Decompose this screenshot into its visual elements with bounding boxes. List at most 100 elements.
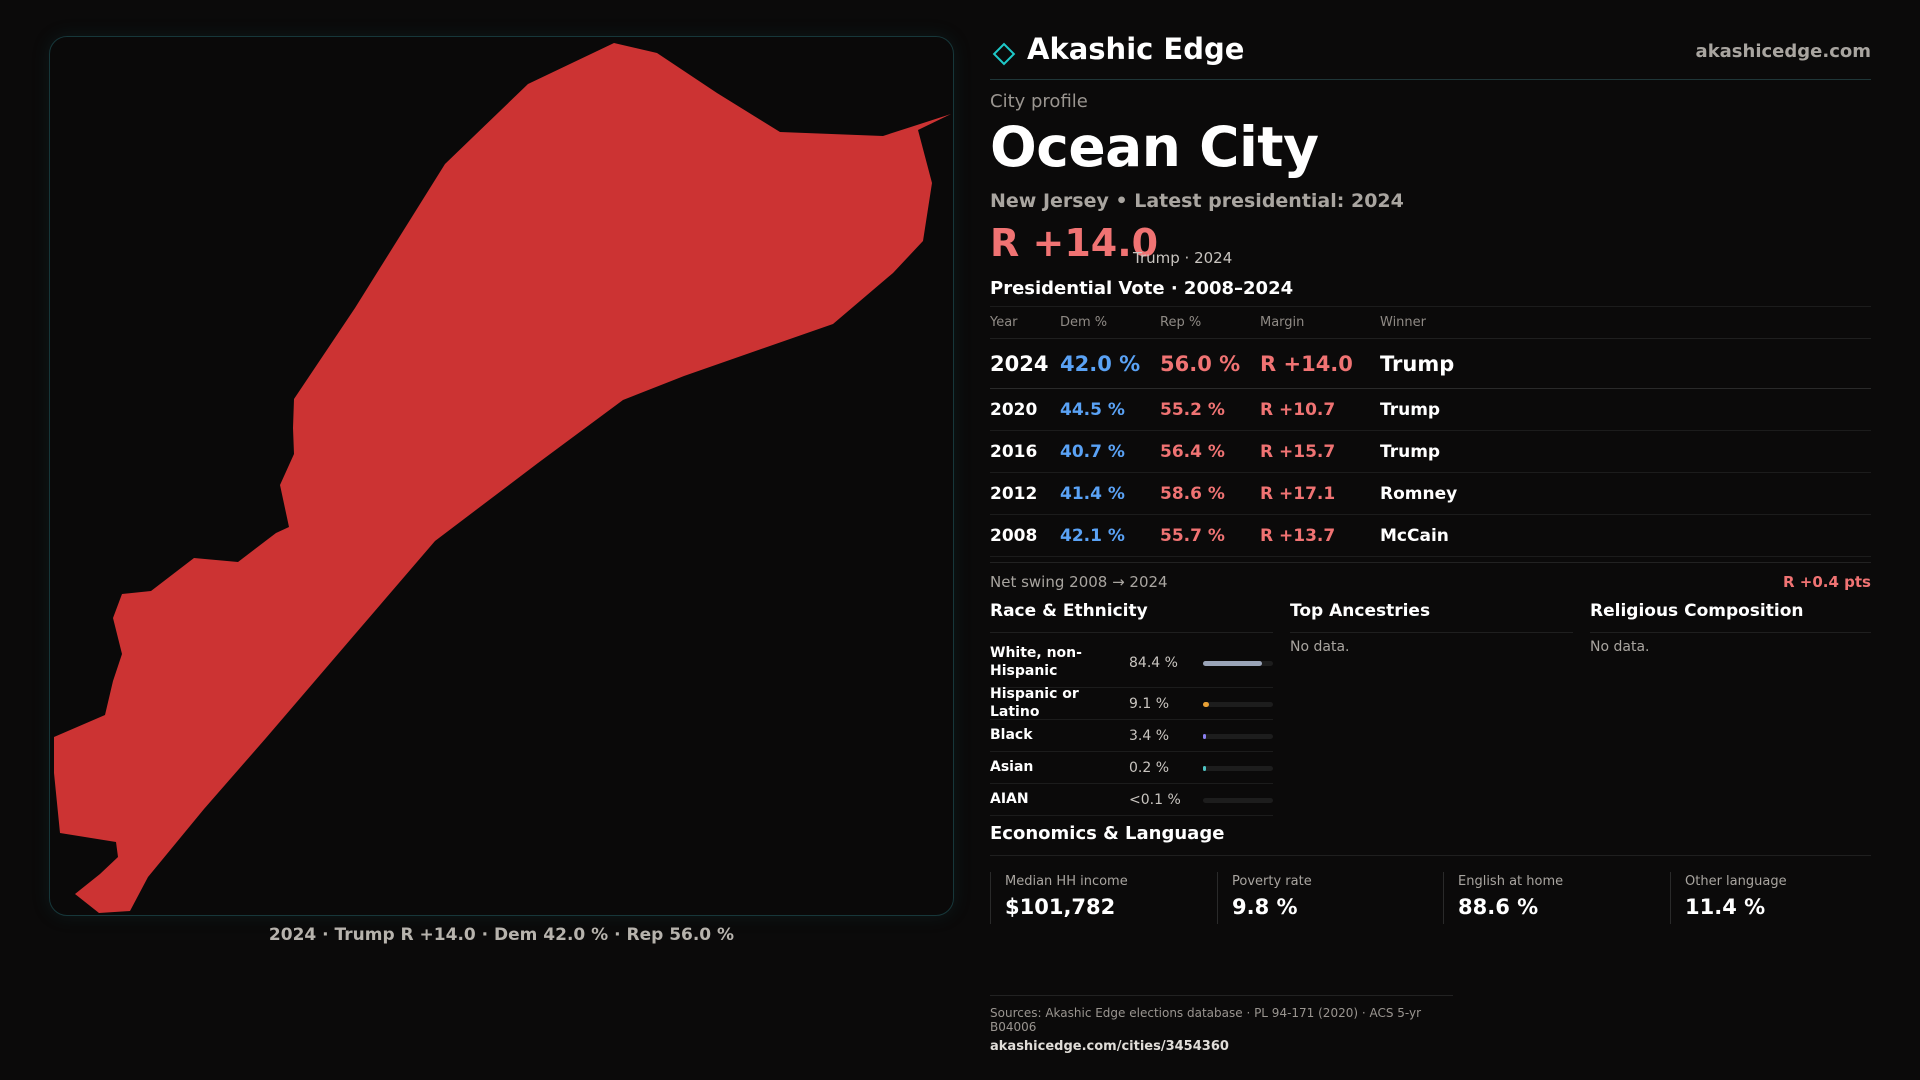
race-pct: 3.4 % xyxy=(1129,727,1170,744)
stat-median-income: Median HH income $101,782 xyxy=(990,872,1217,924)
source-url-link[interactable]: akashicedge.com/cities/3454360 xyxy=(990,1039,1229,1054)
col-header-year: Year xyxy=(990,315,1018,330)
row-winner: Trump xyxy=(1380,351,1455,376)
stat-other-language: Other language 11.4 % xyxy=(1670,872,1871,924)
diamond-logo-icon xyxy=(992,42,1016,66)
row-rep: 55.2 % xyxy=(1160,399,1225,420)
row-year: 2024 xyxy=(990,351,1049,376)
row-margin: R +10.7 xyxy=(1260,399,1336,420)
row-margin: R +15.7 xyxy=(1260,441,1336,462)
sources-text: Sources: Akashic Edge elections database… xyxy=(990,1006,1422,1034)
profile-panel: Akashic Edge akashicedge.com City profil… xyxy=(990,0,1871,1080)
race-label: Black xyxy=(990,726,1033,743)
row-dem: 42.1 % xyxy=(1060,525,1125,546)
table-row: 2016 40.7 % 56.4 % R +15.7 Trump xyxy=(990,431,1871,473)
headline-margin: R +14.0 xyxy=(990,221,1159,265)
table-row: 2020 44.5 % 55.2 % R +10.7 Trump xyxy=(990,389,1871,431)
ancestries-empty: No data. xyxy=(1290,639,1350,655)
race-label: White, non-Hispanic xyxy=(990,645,1082,679)
stat-value: 9.8 % xyxy=(1232,895,1298,919)
row-dem: 40.7 % xyxy=(1060,441,1125,462)
table-header-row: Year Dem % Rep % Margin Winner xyxy=(990,307,1871,339)
table-row: 2024 42.0 % 56.0 % R +14.0 Trump xyxy=(990,339,1871,389)
race-section-title: Race & Ethnicity xyxy=(990,601,1273,633)
race-bar-fill xyxy=(1203,660,1263,666)
page-eyebrow: City profile xyxy=(990,91,1088,112)
row-year: 2012 xyxy=(990,483,1038,504)
list-item: Hispanic or Latino 9.1 % xyxy=(990,686,1273,720)
row-winner: Trump xyxy=(1380,441,1441,462)
net-swing-label: Net swing 2008 → 2024 xyxy=(990,573,1168,591)
col-header-winner: Winner xyxy=(1380,315,1427,330)
net-swing-value: R +0.4 pts xyxy=(1783,573,1871,591)
page-subtitle: New Jersey • Latest presidential: 2024 xyxy=(990,190,1404,212)
row-rep: 56.4 % xyxy=(1160,441,1225,462)
stat-poverty-rate: Poverty rate 9.8 % xyxy=(1217,872,1444,924)
race-label: AIAN xyxy=(990,790,1029,807)
row-margin: R +17.1 xyxy=(1260,483,1336,504)
row-year: 2016 xyxy=(990,441,1038,462)
religion-empty: No data. xyxy=(1590,639,1650,655)
table-row: 2008 42.1 % 55.7 % R +13.7 McCain xyxy=(990,515,1871,557)
list-item: White, non-Hispanic 84.4 % xyxy=(990,638,1273,688)
race-bar xyxy=(1203,733,1273,739)
race-pct: <0.1 % xyxy=(1129,791,1181,808)
ancestries-section-title: Top Ancestries xyxy=(1290,601,1573,633)
net-swing: Net swing 2008 → 2024 R +0.4 pts xyxy=(990,562,1871,591)
race-bar xyxy=(1203,701,1273,707)
row-winner: Romney xyxy=(1380,483,1458,504)
stat-value: $101,782 xyxy=(1005,895,1116,919)
stat-label: Other language xyxy=(1685,874,1787,889)
race-bar xyxy=(1203,765,1273,771)
list-item: Asian 0.2 % xyxy=(990,752,1273,784)
row-rep: 58.6 % xyxy=(1160,483,1225,504)
sources-footer: Sources: Akashic Edge elections database… xyxy=(990,995,1453,1054)
row-margin: R +14.0 xyxy=(1260,351,1353,376)
vote-section-title: Presidential Vote · 2008–2024 xyxy=(990,278,1294,299)
row-margin: R +13.7 xyxy=(1260,525,1336,546)
list-item: AIAN <0.1 % xyxy=(990,784,1273,816)
col-header-margin: Margin xyxy=(1260,315,1305,330)
brand-header: Akashic Edge akashicedge.com xyxy=(990,32,1871,80)
race-bar xyxy=(1203,660,1273,666)
race-bar-fill xyxy=(1203,765,1206,771)
brand-name[interactable]: Akashic Edge xyxy=(1027,32,1245,66)
race-bar xyxy=(1203,797,1273,803)
stat-english-at-home: English at home 88.6 % xyxy=(1443,872,1670,924)
race-bar-fill xyxy=(1203,733,1206,739)
race-label: Asian xyxy=(990,758,1034,775)
row-dem: 41.4 % xyxy=(1060,483,1125,504)
economics-section-title: Economics & Language xyxy=(990,823,1871,856)
row-dem: 44.5 % xyxy=(1060,399,1125,420)
page-title: Ocean City xyxy=(990,115,1319,179)
row-rep: 56.0 % xyxy=(1160,351,1241,376)
religion-section-title: Religious Composition xyxy=(1590,601,1871,633)
race-pct: 84.4 % xyxy=(1129,654,1178,671)
stat-label: Median HH income xyxy=(1005,874,1128,889)
stat-label: Poverty rate xyxy=(1232,874,1312,889)
race-table: White, non-Hispanic 84.4 % Hispanic or L… xyxy=(990,638,1273,816)
row-winner: McCain xyxy=(1380,525,1449,546)
row-rep: 55.7 % xyxy=(1160,525,1225,546)
row-year: 2020 xyxy=(990,399,1038,420)
row-dem: 42.0 % xyxy=(1060,351,1141,376)
row-year: 2008 xyxy=(990,525,1038,546)
col-header-rep: Rep % xyxy=(1160,315,1202,330)
city-boundary-map xyxy=(54,43,951,913)
stat-value: 11.4 % xyxy=(1685,895,1766,919)
race-label: Hispanic or Latino xyxy=(990,686,1079,720)
col-header-dem: Dem % xyxy=(1060,315,1108,330)
city-map[interactable] xyxy=(49,36,954,916)
headline-note: Trump · 2024 xyxy=(1133,249,1233,267)
map-caption: 2024 · Trump R +14.0 · Dem 42.0 % · Rep … xyxy=(268,925,735,945)
brand-domain-link[interactable]: akashicedge.com xyxy=(1695,41,1871,62)
list-item: Black 3.4 % xyxy=(990,720,1273,752)
race-pct: 0.2 % xyxy=(1129,759,1170,776)
race-bar-fill xyxy=(1203,701,1210,707)
stat-value: 88.6 % xyxy=(1458,895,1539,919)
stat-label: English at home xyxy=(1458,874,1564,889)
row-winner: Trump xyxy=(1380,399,1441,420)
presidential-vote-table: Year Dem % Rep % Margin Winner 2024 42.0… xyxy=(990,306,1871,557)
race-pct: 9.1 % xyxy=(1129,695,1170,712)
city-boundary-shape[interactable] xyxy=(54,43,951,913)
